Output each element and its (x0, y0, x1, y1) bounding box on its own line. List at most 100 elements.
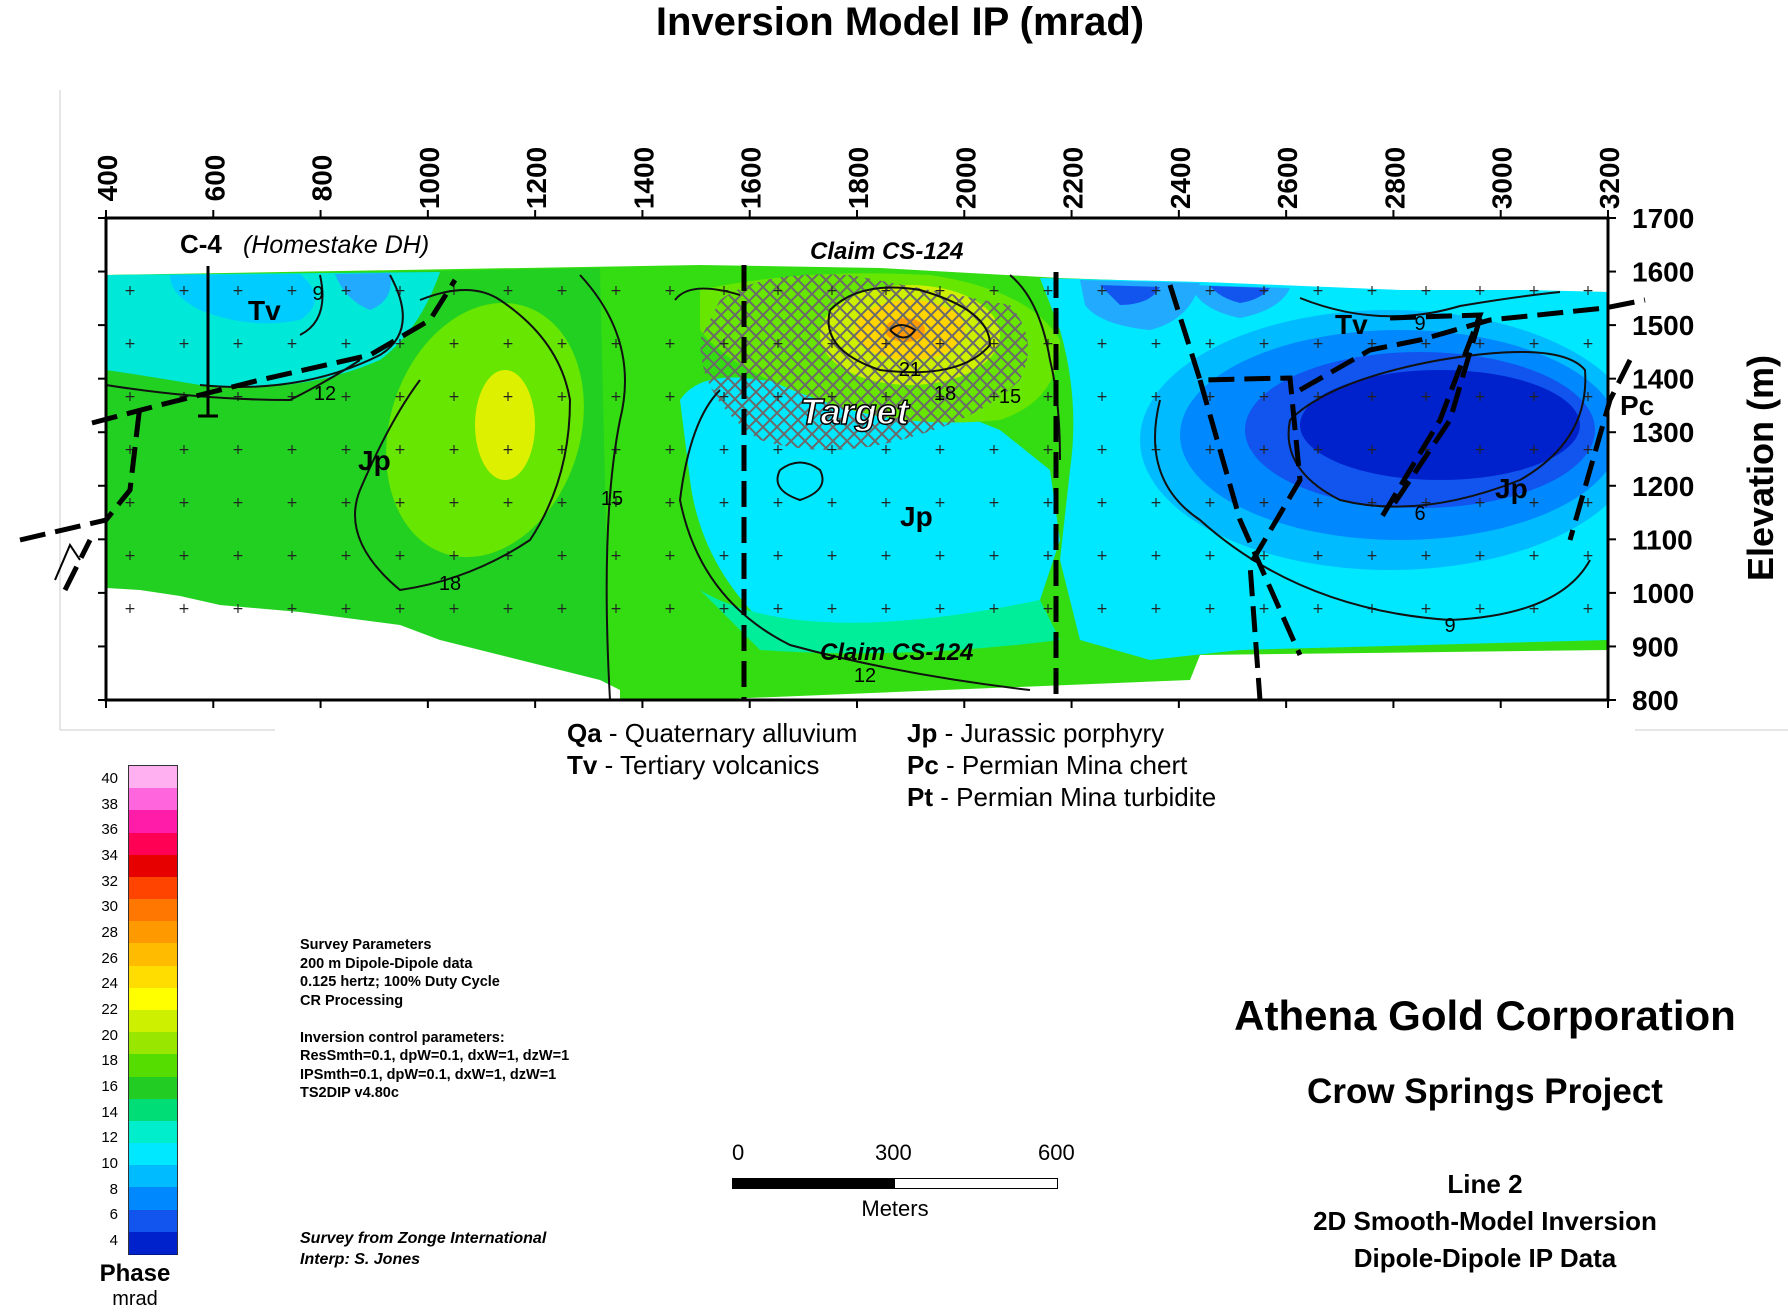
geologic-unit-labels: Tv Jp Jp Jp Tv Pc (248, 295, 1654, 532)
grid-plus: + (286, 442, 298, 458)
x-tick-label: 3000 (1487, 147, 1518, 209)
grid-plus: + (1474, 601, 1486, 617)
grid-plus: + (988, 283, 1000, 299)
grid-plus: + (448, 389, 460, 405)
grid-plus: + (718, 601, 730, 617)
contour-label: 12 (314, 383, 336, 405)
x-tick-label: 3200 (1594, 147, 1625, 209)
grid-plus: + (1042, 389, 1054, 405)
inversion-type: 2D Smooth-Model Inversion (1313, 1206, 1657, 1236)
grid-plus: + (610, 495, 622, 511)
colorbar-tick-label: 32 (101, 872, 118, 890)
grid-plus: + (286, 601, 298, 617)
y-tick-label: 1400 (1632, 364, 1694, 395)
grid-plus: + (286, 495, 298, 511)
target-label: Target (800, 391, 911, 432)
grid-plus: + (1258, 389, 1270, 405)
grid-plus: + (988, 336, 1000, 352)
contour-label: 18 (934, 383, 956, 405)
grid-plus: + (826, 548, 838, 564)
x-tick-label: 600 (199, 155, 230, 202)
grid-plus: + (1582, 601, 1594, 617)
claim-label-top: Claim CS-124 (810, 238, 963, 265)
contour-lines (105, 274, 1591, 701)
grid-plus: + (1420, 601, 1432, 617)
y-tick-label: 900 (1632, 631, 1679, 662)
grid-plus: + (394, 601, 406, 617)
y-tick-label: 1000 (1632, 578, 1694, 609)
grid-plus: + (772, 495, 784, 511)
grid-plus: + (1582, 283, 1594, 299)
legend-qa: Qa - Quaternary alluvium (567, 718, 857, 749)
colorbar-tick-label: 26 (101, 949, 118, 967)
grid-plus: + (718, 336, 730, 352)
grid-plus: + (664, 601, 676, 617)
x-tick-label: 2600 (1272, 147, 1303, 209)
credits-interp: Interp: S. Jones (300, 1251, 421, 1268)
legend-pt-desc: - Permian Mina turbidite (933, 782, 1217, 812)
legend-pc: Pc - Permian Mina chert (907, 750, 1187, 781)
grid-plus: + (1420, 283, 1432, 299)
unit-label-jp: Jp (1495, 473, 1528, 504)
grid-plus: + (232, 283, 244, 299)
grid-plus: + (124, 389, 136, 405)
grid-plus: + (394, 548, 406, 564)
colorbar-band (129, 1010, 177, 1034)
grid-plus: + (124, 283, 136, 299)
scale-label-300: 300 (875, 1140, 912, 1165)
grid-plus: + (286, 336, 298, 352)
legend-tv-code: Tv (567, 750, 598, 780)
grid-plus: + (232, 389, 244, 405)
line-number: Line 2 (1447, 1169, 1523, 1199)
colorbar-band (129, 832, 177, 856)
line-info: Line 2 2D Smooth-Model Inversion Dipole-… (1200, 1166, 1770, 1277)
grid-plus: + (1474, 548, 1486, 564)
colorbar-band (129, 1032, 177, 1056)
legend-pt-code: Pt (907, 782, 933, 812)
grid-plus: + (124, 495, 136, 511)
unit-label-jp: Jp (358, 445, 391, 476)
grid-plus: + (1528, 442, 1540, 458)
grid-plus: + (1582, 389, 1594, 405)
contour-label: 18 (439, 573, 461, 595)
colorbar-tick-label: 16 (101, 1078, 118, 1095)
grid-plus: + (1258, 336, 1270, 352)
grid-plus: + (988, 495, 1000, 511)
y-tick-label: 1700 (1632, 203, 1694, 234)
grid-plus: + (502, 495, 514, 511)
grid-plus: + (610, 389, 622, 405)
grid-plus: + (1312, 495, 1324, 511)
y-tick-label: 1500 (1632, 310, 1694, 341)
grid-plus: + (772, 336, 784, 352)
colorbar-tick-label: 40 (101, 770, 118, 787)
colorbar-tick-label: 18 (101, 1052, 118, 1070)
grid-plus: + (1366, 389, 1378, 405)
company-name: Athena Gold Corporation (1234, 992, 1736, 1039)
y-axis-title: Elevation (m) (1740, 355, 1781, 581)
colorbar-band (129, 1076, 177, 1100)
contour-label: 6 (1414, 503, 1425, 525)
colorbar-band (129, 1231, 177, 1255)
grid-plus: + (934, 283, 946, 299)
colorbar-band (129, 766, 177, 790)
grid-plus: + (1096, 283, 1108, 299)
grid-plus: + (826, 283, 838, 299)
drillhole-desc: (Homestake DH) (243, 231, 429, 259)
colorbar-tick-label: 8 (109, 1180, 118, 1198)
colorbar-tick-label: 34 (101, 847, 118, 864)
x-tick-label: 1200 (521, 147, 552, 209)
legend-jp-desc: - Jurassic porphyry (937, 718, 1165, 748)
grid-plus: + (394, 336, 406, 352)
x-tick-label: 2200 (1058, 147, 1089, 209)
grid-plus: + (232, 601, 244, 617)
grid-plus: + (1042, 548, 1054, 564)
grid-plus: + (1366, 548, 1378, 564)
grid-plus: + (772, 601, 784, 617)
grid-plus: + (1420, 548, 1432, 564)
grid-plus: + (1528, 283, 1540, 299)
grid-plus: + (772, 283, 784, 299)
grid-plus: + (232, 548, 244, 564)
claim-label-bottom: Claim CS-124 (820, 639, 973, 666)
grid-plus: + (718, 442, 730, 458)
grid-plus: + (340, 283, 352, 299)
